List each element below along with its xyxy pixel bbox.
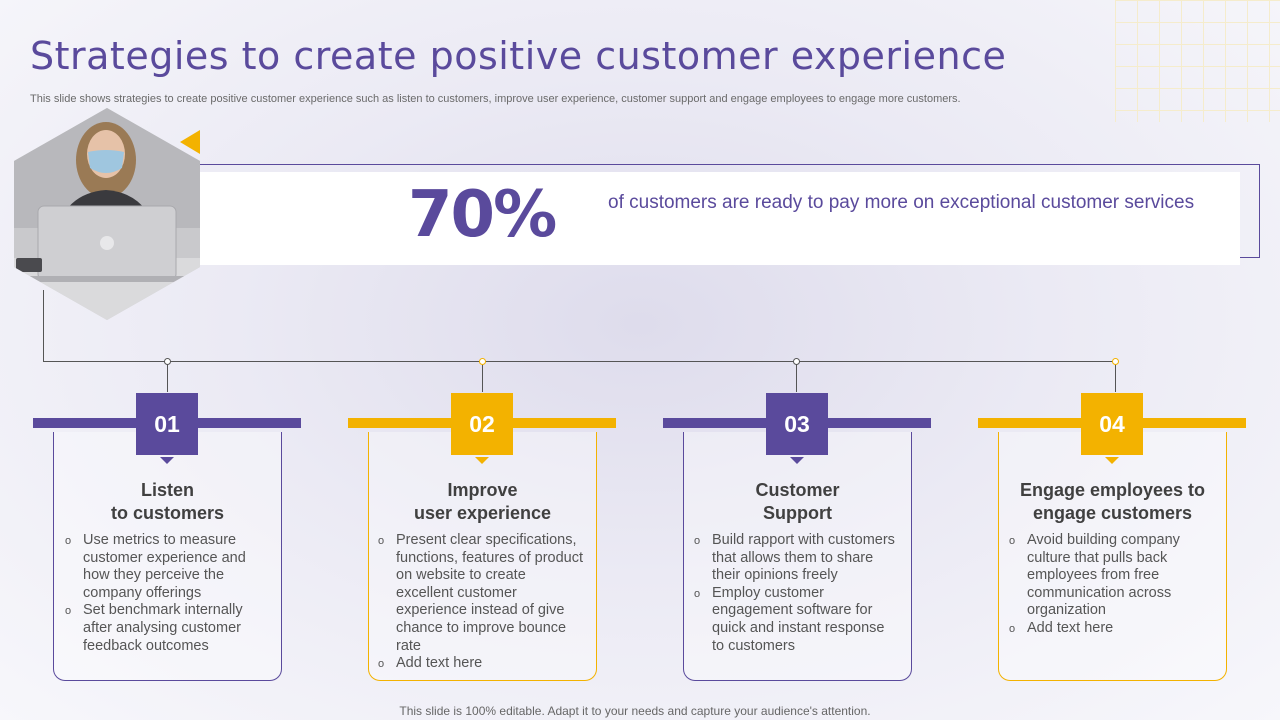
card-2-number: 02 <box>451 393 513 455</box>
card-2-title: Improve user experience <box>368 479 597 525</box>
connector-horizontal <box>43 361 1117 362</box>
card-1-points: Use metrics to measure customer experien… <box>65 532 270 655</box>
card-3-point-2: Employ customer engagement software for … <box>694 585 899 655</box>
page-subtitle: This slide shows strategies to create po… <box>30 93 961 105</box>
triangle-accent <box>180 130 200 154</box>
card-1-point-1: Use metrics to measure customer experien… <box>65 532 270 602</box>
footer-note: This slide is 100% editable. Adapt it to… <box>399 704 871 718</box>
connector-drop-4 <box>1115 362 1116 392</box>
card-2-title-line1: Improve <box>447 480 518 500</box>
connector-drop-1 <box>167 362 168 392</box>
card-3-number: 03 <box>766 393 828 455</box>
card-2-points: Present clear specifications, functions,… <box>378 532 583 673</box>
laptop-user-photo <box>14 108 200 320</box>
card-4-pointer <box>1105 457 1119 464</box>
page-title: Strategies to create positive customer e… <box>30 34 1007 78</box>
stat-banner <box>198 172 1240 265</box>
connector-dot-3 <box>793 358 800 365</box>
card-3-title-line1: Customer <box>755 480 840 500</box>
photo-illustration <box>14 108 200 320</box>
connector-vertical <box>43 290 44 361</box>
card-1-title-line2: to customers <box>110 503 225 523</box>
card-2-point-1: Present clear specifications, functions,… <box>378 532 583 655</box>
decorative-grid <box>1115 0 1280 122</box>
card-3-point-1: Build rapport with customers that allows… <box>694 532 899 585</box>
connector-drop-3 <box>796 362 797 392</box>
card-3-pointer <box>790 457 804 464</box>
connector-dot-4 <box>1112 358 1119 365</box>
stat-description: of customers are ready to pay more on ex… <box>608 192 1195 213</box>
connector-drop-2 <box>482 362 483 392</box>
card-3-title: Customer Support <box>683 479 912 525</box>
card-2-title-line2: user experience <box>413 503 552 523</box>
card-2-pointer <box>475 457 489 464</box>
card-4-title-line1: Engage employees to <box>1019 480 1206 500</box>
card-1-point-2: Set benchmark internally after analysing… <box>65 602 270 655</box>
card-2-point-2: Add text here <box>378 655 583 673</box>
card-4-point-2: Add text here <box>1009 620 1214 638</box>
card-4-number: 04 <box>1081 393 1143 455</box>
stat-value: 70% <box>408 178 557 252</box>
card-3-title-line2: Support <box>763 503 832 523</box>
connector-dot-2 <box>479 358 486 365</box>
card-3-points: Build rapport with customers that allows… <box>694 532 899 655</box>
card-1-number: 01 <box>136 393 198 455</box>
card-4-point-1: Avoid building company culture that pull… <box>1009 532 1214 620</box>
card-4-points: Avoid building company culture that pull… <box>1009 532 1214 638</box>
card-4-title: Engage employees to engage customers <box>998 479 1227 525</box>
card-1-pointer <box>160 457 174 464</box>
card-4-title-line2: engage customers <box>1032 503 1193 523</box>
connector-dot-1 <box>164 358 171 365</box>
card-1-title: Listen to customers <box>53 479 282 525</box>
card-1-title-line1: Listen <box>140 480 194 500</box>
